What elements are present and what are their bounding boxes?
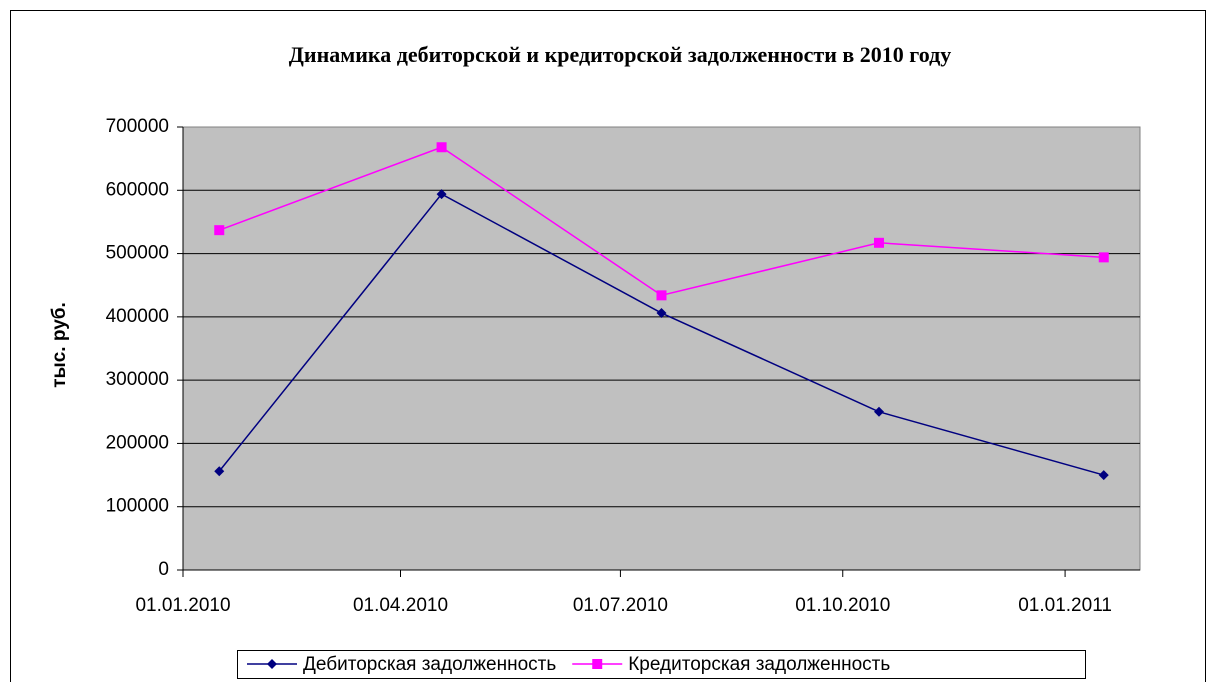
y-tick-label: 0 (158, 559, 169, 580)
y-tick-label: 700000 (106, 116, 169, 137)
data-point (214, 466, 225, 477)
legend (237, 650, 1086, 679)
data-point (436, 142, 447, 153)
y-tick-label: 200000 (106, 432, 169, 453)
legend-label: Дебиторская задолженность (303, 654, 556, 675)
y-tick-label: 600000 (106, 179, 169, 200)
data-point (1098, 252, 1109, 263)
x-tick-label: 01.04.2010 (353, 595, 448, 616)
legend-label: Кредиторская задолженность (628, 654, 890, 675)
x-tick-label: 01.01.2011 (1018, 595, 1112, 616)
y-tick-label: 300000 (106, 369, 169, 390)
data-point (1098, 470, 1109, 481)
data-point (656, 308, 667, 319)
legend-swatch-marker (267, 659, 277, 669)
data-point (656, 290, 667, 301)
data-point (874, 237, 884, 248)
x-tick-label: 01.01.2010 (135, 595, 230, 616)
data-point (214, 225, 225, 236)
y-axis-label: тыс. руб. (49, 302, 70, 388)
y-tick-label: 400000 (106, 306, 169, 327)
y-tick-label: 100000 (106, 496, 169, 517)
x-tick-label: 01.10.2010 (795, 595, 890, 616)
plot-area (182, 126, 1141, 571)
chart-title: Динамика дебиторской и кредиторской задо… (289, 42, 951, 67)
data-point (874, 406, 884, 417)
y-tick-label: 500000 (106, 243, 169, 264)
x-tick-label: 01.07.2010 (573, 595, 668, 616)
data-point (436, 189, 447, 200)
legend-swatch-marker (592, 659, 603, 669)
